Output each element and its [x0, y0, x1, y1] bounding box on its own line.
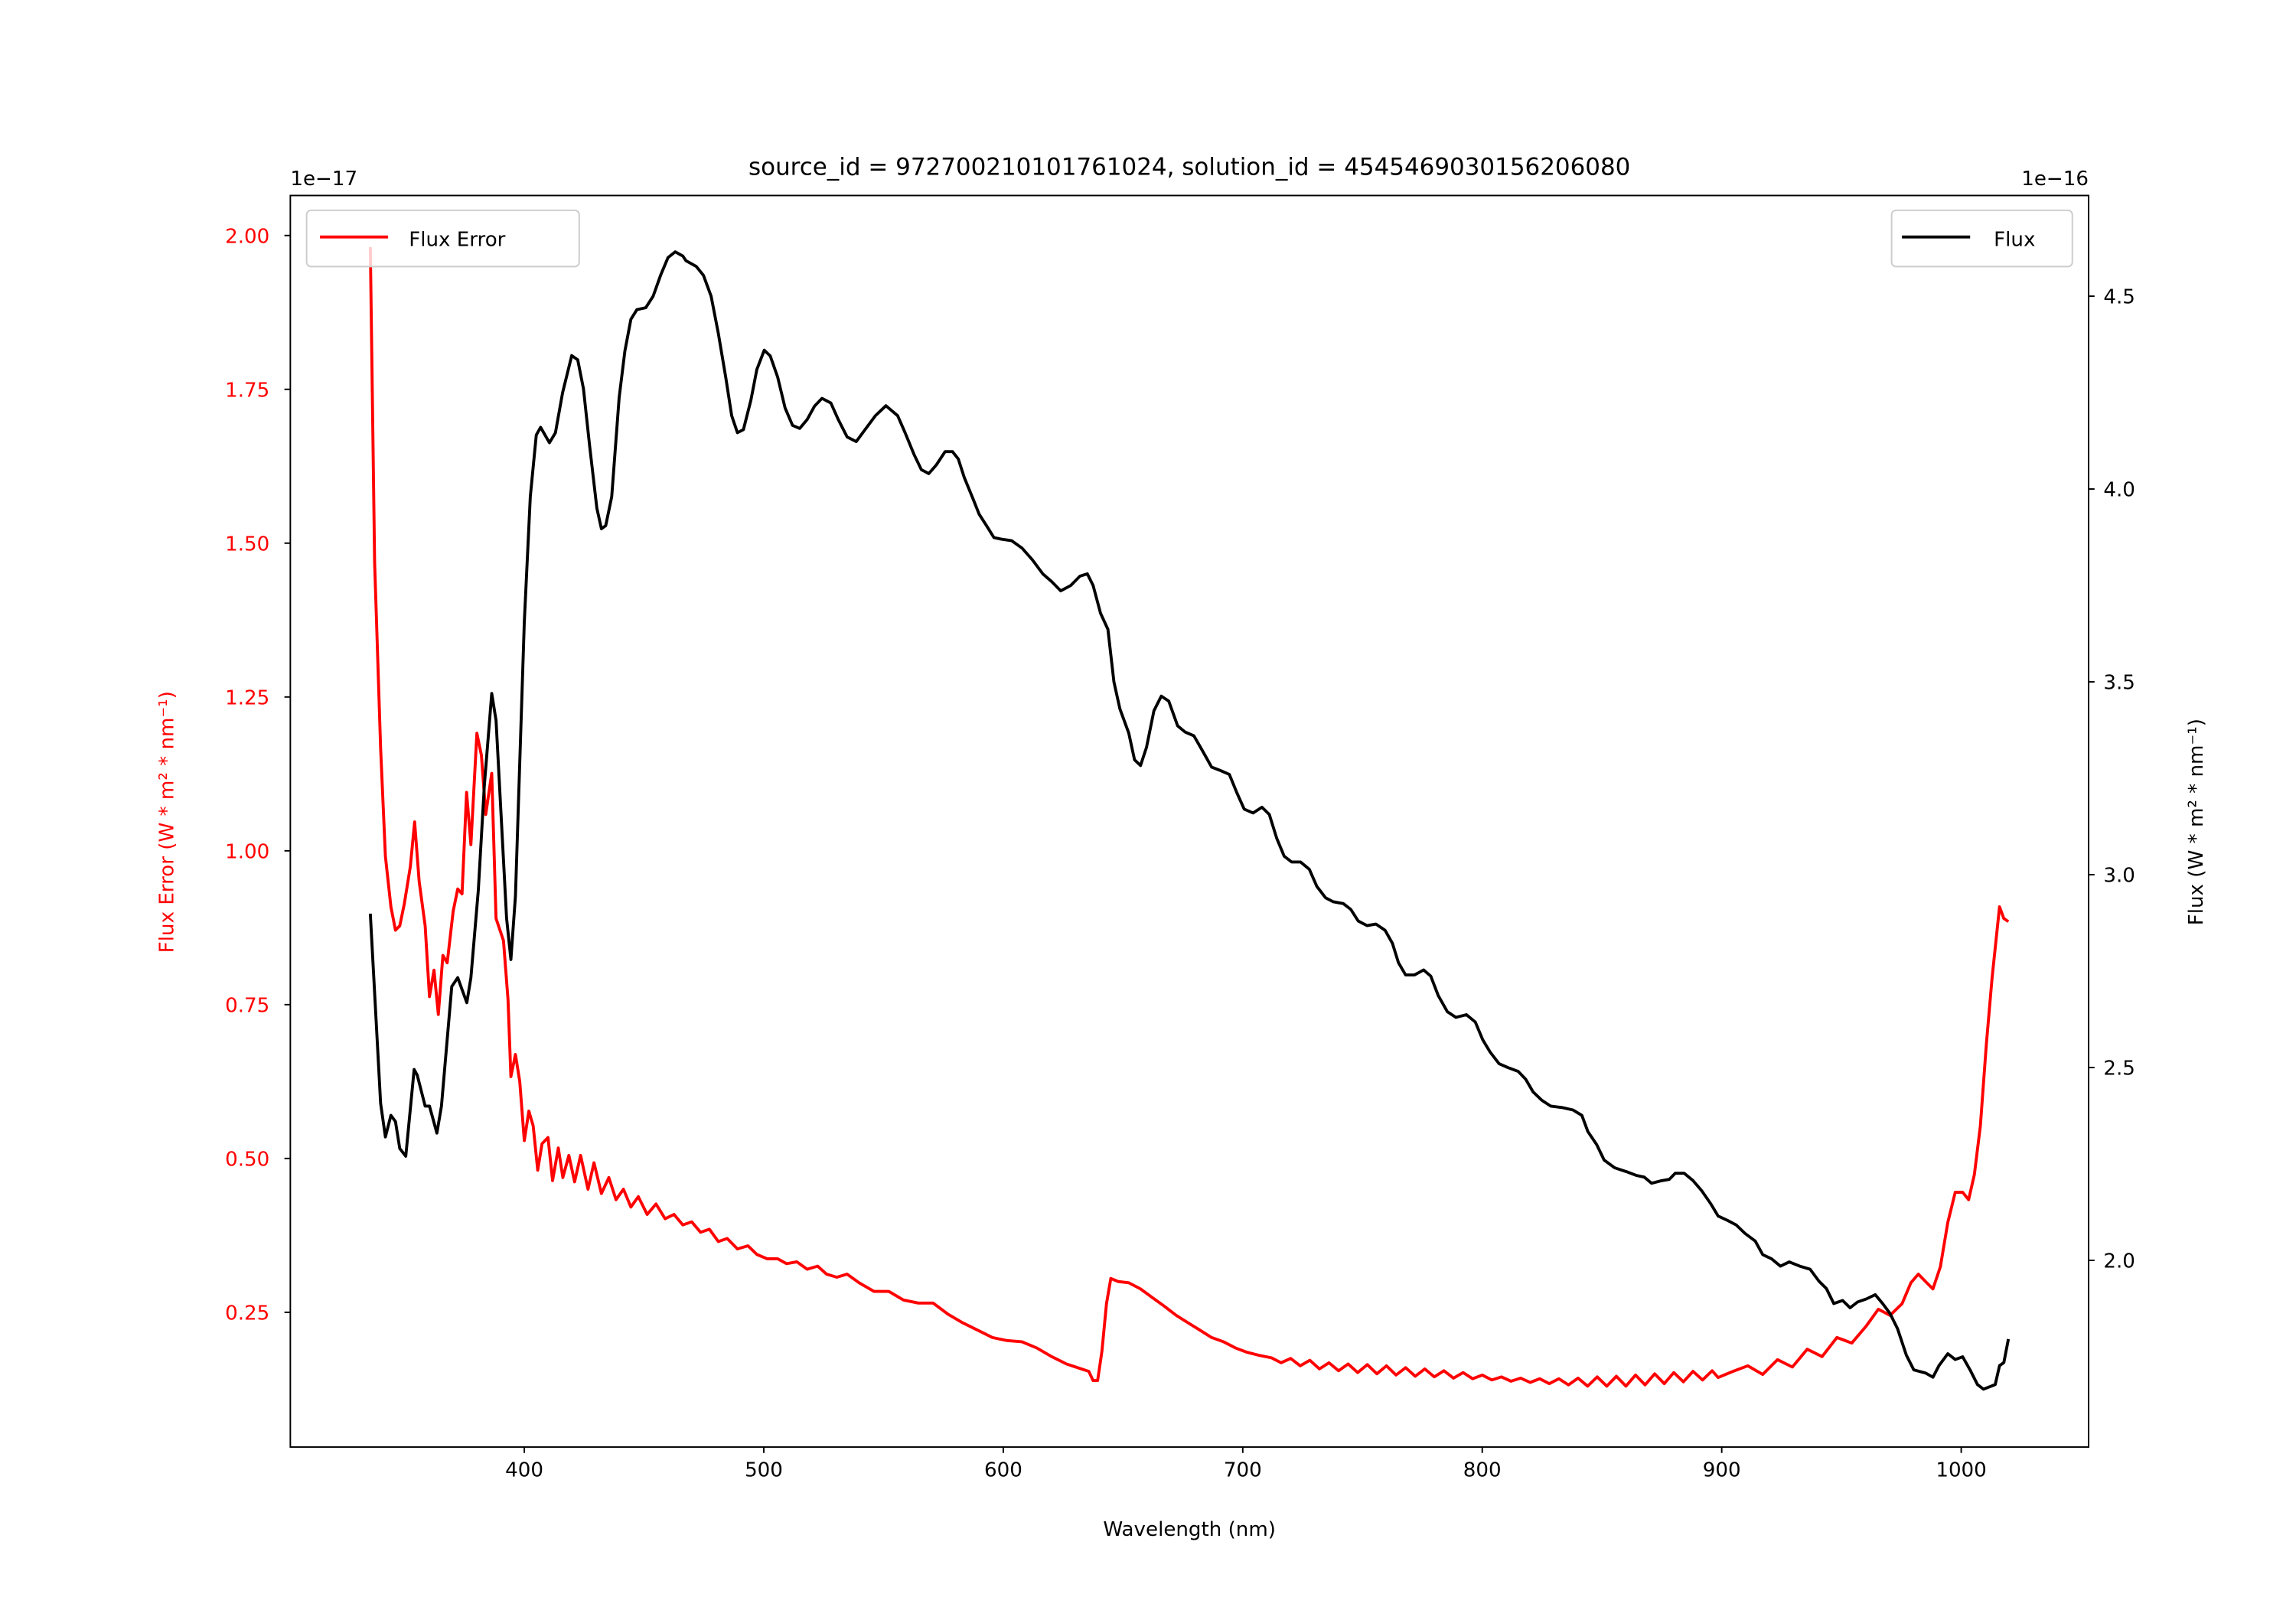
left-y-tick-label: 1.75 [225, 379, 269, 402]
right-y-tick-label: 4.0 [2103, 479, 2135, 502]
x-tick-label: 1000 [1936, 1459, 1986, 1482]
left-offset-text: 1e−17 [290, 168, 357, 191]
legend-box [1890, 209, 2073, 268]
x-tick-label: 700 [1224, 1459, 1262, 1482]
right-offset-text: 1e−16 [2021, 168, 2089, 191]
x-axis-label: Wavelength (nm) [1103, 1518, 1276, 1541]
x-tick-label: 400 [505, 1459, 543, 1482]
series-layer [368, 247, 2011, 1391]
right-y-tick-label: 2.5 [2103, 1058, 2135, 1081]
left-y-tick-label: 0.50 [225, 1149, 269, 1172]
x-axis-ticks: 400 500 600 700 800 900 1000 [505, 1446, 1987, 1482]
x-tick-label: 800 [1463, 1459, 1502, 1482]
x-tick-label: 600 [984, 1459, 1022, 1482]
axes-frame [289, 194, 2089, 1448]
left-y-tick-label: 0.25 [225, 1302, 269, 1325]
legend-label-flux-error: Flux Error [409, 228, 505, 251]
right-y-tick-label: 3.0 [2103, 865, 2135, 888]
right-y-axis-ticks: 2.0 2.5 3.0 3.5 4.0 4.5 [2089, 286, 2135, 1273]
x-tick-label: 900 [1703, 1459, 1741, 1482]
left-y-axis-ticks: 0.25 0.50 0.75 1.00 1.25 1.50 1.75 2.00 [225, 225, 291, 1325]
right-y-tick-label: 4.5 [2103, 286, 2135, 309]
series-line-flux [368, 250, 2011, 1391]
chart-title: source_id = 972700210101761024, solution… [748, 153, 1630, 181]
right-y-tick-label: 3.5 [2103, 672, 2135, 695]
right-y-tick-label: 2.0 [2103, 1250, 2135, 1273]
left-y-tick-label: 1.25 [225, 686, 269, 709]
left-y-tick-label: 1.50 [225, 533, 269, 556]
left-y-tick-label: 1.00 [225, 840, 269, 863]
left-y-tick-label: 2.00 [225, 225, 269, 248]
left-y-axis-label: Flux Error (W * m² * nm⁻¹) [155, 691, 178, 953]
legend-label-flux: Flux [1994, 228, 2035, 251]
legend-flux-error: Flux Error [305, 209, 580, 268]
x-tick-label: 500 [745, 1459, 783, 1482]
legend-flux: Flux [1890, 209, 2073, 268]
legend-box [305, 209, 580, 268]
left-y-tick-label: 0.75 [225, 995, 269, 1018]
right-y-axis-label: Flux (W * m² * nm⁻¹) [2185, 719, 2208, 925]
series-line-flux-error [368, 247, 2010, 1388]
